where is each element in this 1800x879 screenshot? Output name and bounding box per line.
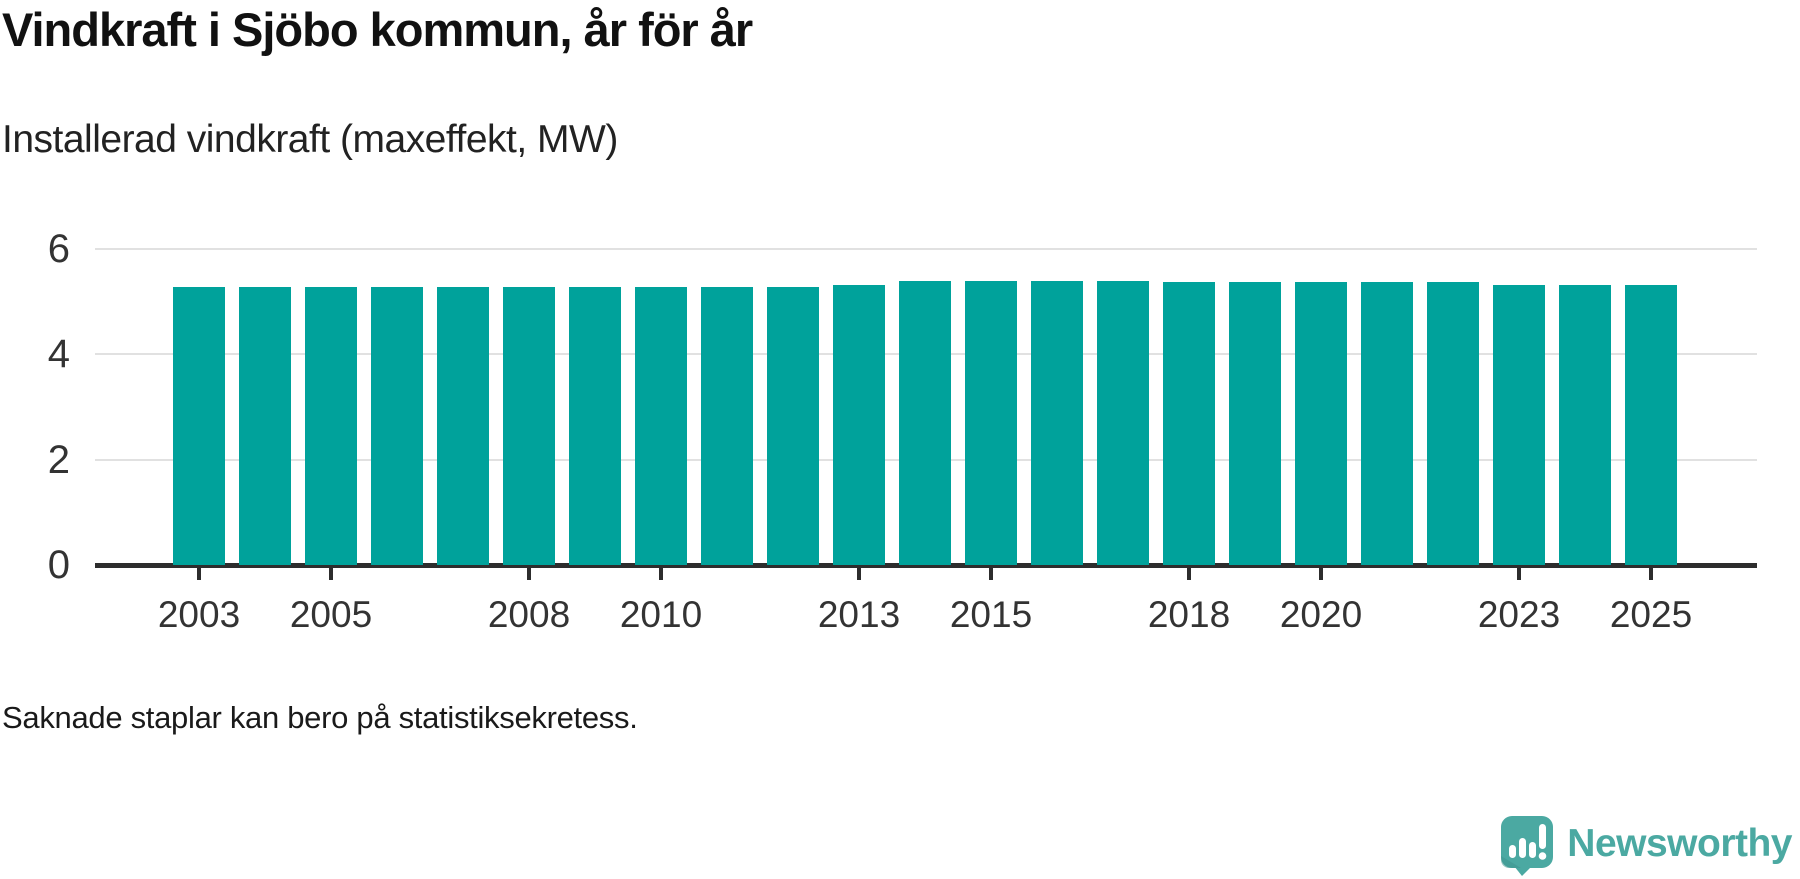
bar-2012	[767, 286, 819, 565]
x-tick-label: 2010	[619, 594, 703, 635]
chart-title: Vindkraft i Sjöbo kommun, år för år	[2, 3, 753, 56]
bar-2022	[1427, 282, 1479, 565]
x-tick	[527, 567, 531, 580]
bar-2007	[437, 286, 489, 565]
x-tick	[197, 567, 201, 580]
bar-2019	[1229, 282, 1281, 565]
bar-2021	[1361, 282, 1413, 565]
x-tick-label: 2013	[817, 594, 901, 635]
bar-2011	[701, 286, 753, 565]
bar-2023	[1493, 284, 1545, 565]
footnote: Saknade staplar kan bero på statistiksek…	[2, 700, 638, 735]
y-tick-label: 6	[47, 227, 70, 271]
x-tick-label: 2003	[157, 594, 241, 635]
x-tick	[1319, 567, 1323, 580]
y-tick-label: 2	[47, 437, 70, 482]
bar-2025	[1625, 284, 1677, 565]
bar-2010	[635, 286, 687, 565]
bar-2014	[899, 280, 951, 565]
brand-name: Newsworthy	[1567, 822, 1792, 865]
x-tick-label: 2008	[487, 594, 571, 635]
bar-2015	[965, 280, 1017, 565]
gridline	[95, 248, 1757, 250]
bar-2006	[371, 286, 423, 565]
x-tick-label: 2018	[1147, 594, 1231, 635]
y-tick-label: 0	[47, 543, 70, 587]
bar-2024	[1559, 284, 1611, 565]
x-tick	[1517, 567, 1521, 580]
bar-2008	[503, 286, 555, 565]
x-tick	[329, 567, 333, 580]
x-tick	[659, 567, 663, 580]
bar-2016	[1031, 280, 1083, 565]
x-tick-label: 2023	[1477, 594, 1561, 635]
x-tick	[1187, 567, 1191, 580]
bar-2005	[305, 286, 357, 565]
bar-2004	[239, 286, 291, 565]
plot-area: 2003 2005 2008 2010 2013 2015 2018 2020 2023 2025	[95, 248, 1757, 635]
x-tick	[857, 567, 861, 580]
bar-2018	[1163, 282, 1215, 565]
y-tick-label: 4	[47, 332, 70, 377]
bar-2013	[833, 285, 885, 565]
x-tick	[989, 567, 993, 580]
bar-2003	[173, 286, 225, 565]
x-axis-line	[95, 563, 1757, 568]
x-tick-label: 2015	[949, 594, 1033, 635]
bar-2020	[1295, 282, 1347, 565]
brand-logo: Newsworthy	[1499, 812, 1792, 876]
chart-subtitle: Installerad vindkraft (maxeffekt, MW)	[2, 118, 618, 161]
x-tick-label: 2025	[1609, 594, 1693, 635]
newsworthy-logo-icon	[1501, 816, 1554, 876]
bar-2009	[569, 286, 621, 565]
x-tick	[1649, 567, 1653, 580]
x-tick-label: 2020	[1279, 594, 1363, 635]
y-axis: 0 2 4 6	[0, 227, 70, 587]
x-tick-label: 2005	[289, 594, 373, 635]
bar-2017	[1097, 280, 1149, 565]
